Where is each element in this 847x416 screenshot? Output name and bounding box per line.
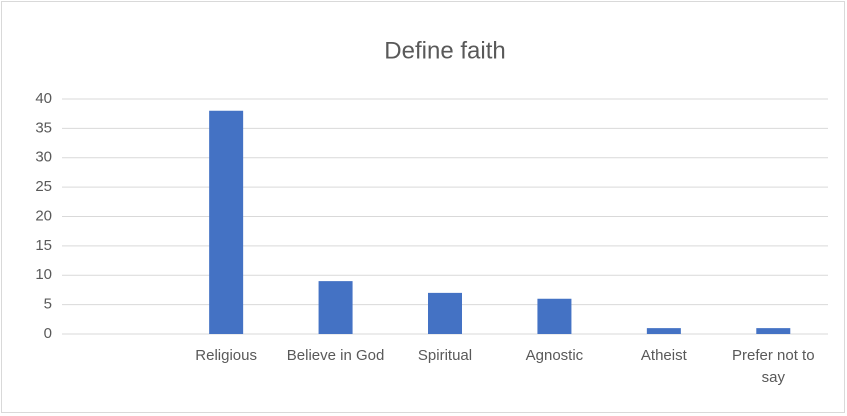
y-tick-label: 10 bbox=[35, 266, 52, 283]
x-tick-label: Believe in God bbox=[286, 347, 385, 364]
y-tick-label: 5 bbox=[44, 296, 52, 313]
x-tick-label: Atheist bbox=[640, 347, 687, 364]
y-tick-label: 30 bbox=[35, 149, 52, 166]
y-tick-label: 25 bbox=[35, 178, 52, 195]
y-tick-label: 15 bbox=[35, 237, 52, 254]
bar bbox=[428, 292, 462, 334]
x-tick-label: Religious bbox=[195, 347, 257, 364]
y-tick-label: 40 bbox=[35, 90, 52, 107]
bar bbox=[318, 281, 353, 334]
y-tick-label: 0 bbox=[44, 325, 52, 342]
chart-title: Define faith bbox=[384, 37, 505, 64]
bar bbox=[756, 328, 791, 334]
x-tick-label: Agnostic bbox=[525, 347, 584, 364]
y-tick-label: 20 bbox=[35, 207, 52, 224]
bar bbox=[537, 298, 572, 334]
bar bbox=[646, 328, 681, 334]
x-tick-label: Prefer not to say bbox=[732, 347, 815, 386]
y-tick-label: 35 bbox=[35, 119, 52, 136]
x-tick-label: Spiritual bbox=[417, 347, 473, 364]
bar bbox=[209, 110, 244, 334]
